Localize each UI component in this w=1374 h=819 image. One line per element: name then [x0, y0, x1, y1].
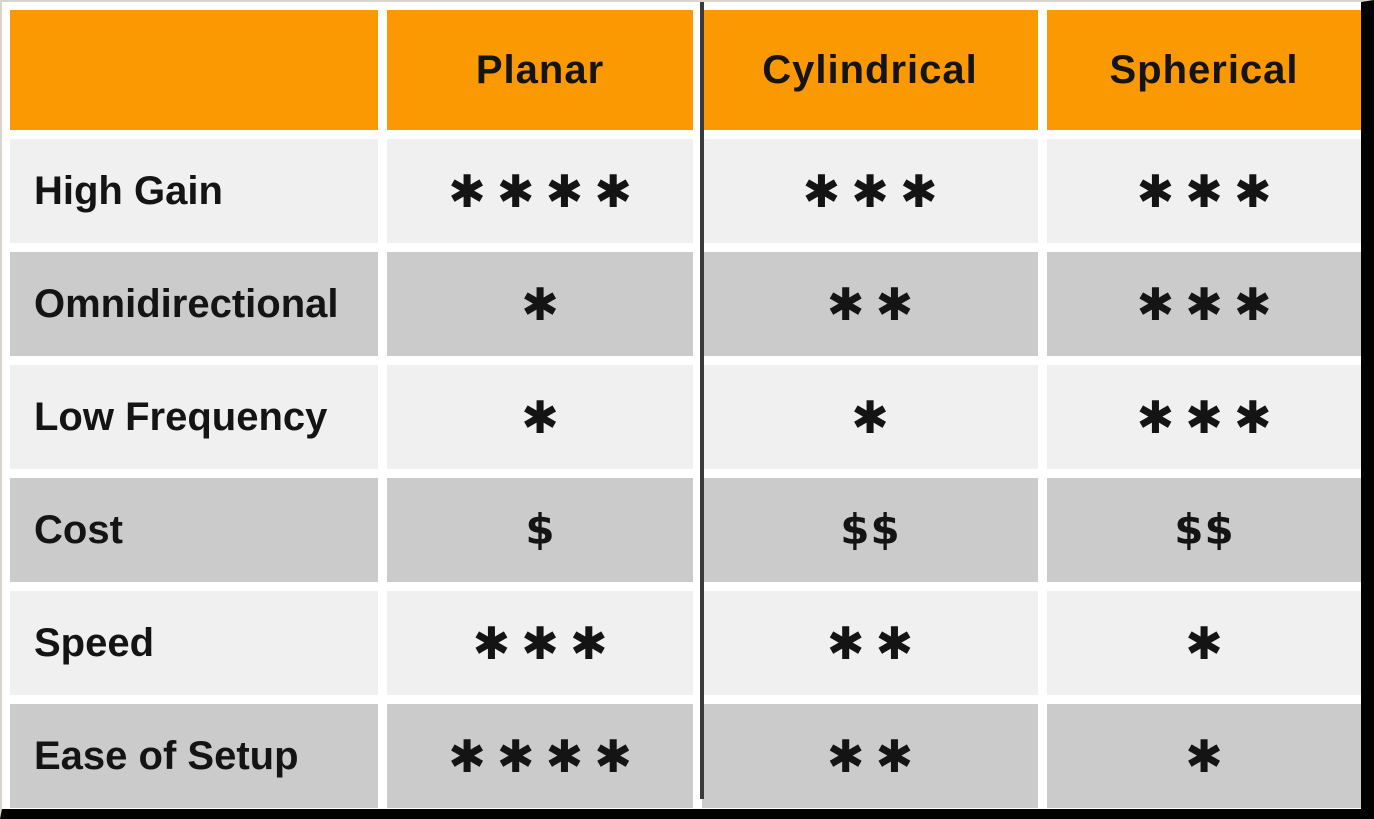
row-label-omnidirectional: Omnidirectional	[10, 252, 378, 356]
rating-cell-high-gain-planar: ✱✱✱✱	[387, 139, 693, 243]
rating-cell-speed-planar: ✱✱✱	[387, 591, 693, 695]
rating-cell-omnidirectional-planar: ✱	[387, 252, 693, 356]
rating-cell-ease-of-setup-planar: ✱✱✱✱	[387, 704, 693, 808]
header-cell-spherical: Spherical	[1047, 10, 1361, 130]
cost-cell-spherical: $$	[1047, 478, 1361, 582]
rating-cell-speed-spherical: ✱	[1047, 591, 1361, 695]
rating-cell-low-frequency-spherical: ✱✱✱	[1047, 365, 1361, 469]
rating-cell-ease-of-setup-cylindrical: ✱✱	[702, 704, 1038, 808]
rating-cell-speed-cylindrical: ✱✱	[702, 591, 1038, 695]
rating-cell-low-frequency-cylindrical: ✱	[702, 365, 1038, 469]
header-corner-cell	[10, 10, 378, 130]
rating-cell-high-gain-cylindrical: ✱✱✱	[702, 139, 1038, 243]
row-label-speed: Speed	[10, 591, 378, 695]
cost-cell-cylindrical: $$	[702, 478, 1038, 582]
row-label-low-frequency: Low Frequency	[10, 365, 378, 469]
header-cell-cylindrical: Cylindrical	[702, 10, 1038, 130]
rating-cell-low-frequency-planar: ✱	[387, 365, 693, 469]
rating-cell-high-gain-spherical: ✱✱✱	[1047, 139, 1361, 243]
header-cell-planar: Planar	[387, 10, 693, 130]
row-label-high-gain: High Gain	[10, 139, 378, 243]
cylindrical-column-divider-line	[700, 2, 704, 799]
cost-cell-planar: $	[387, 478, 693, 582]
rating-cell-omnidirectional-cylindrical: ✱✱	[702, 252, 1038, 356]
rating-cell-ease-of-setup-spherical: ✱	[1047, 704, 1361, 808]
rating-cell-omnidirectional-spherical: ✱✱✱	[1047, 252, 1361, 356]
row-label-cost: Cost	[10, 478, 378, 582]
table-grid: Planar Cylindrical Spherical High Gain ✱…	[10, 10, 1361, 808]
row-label-ease-of-setup: Ease of Setup	[10, 704, 378, 808]
